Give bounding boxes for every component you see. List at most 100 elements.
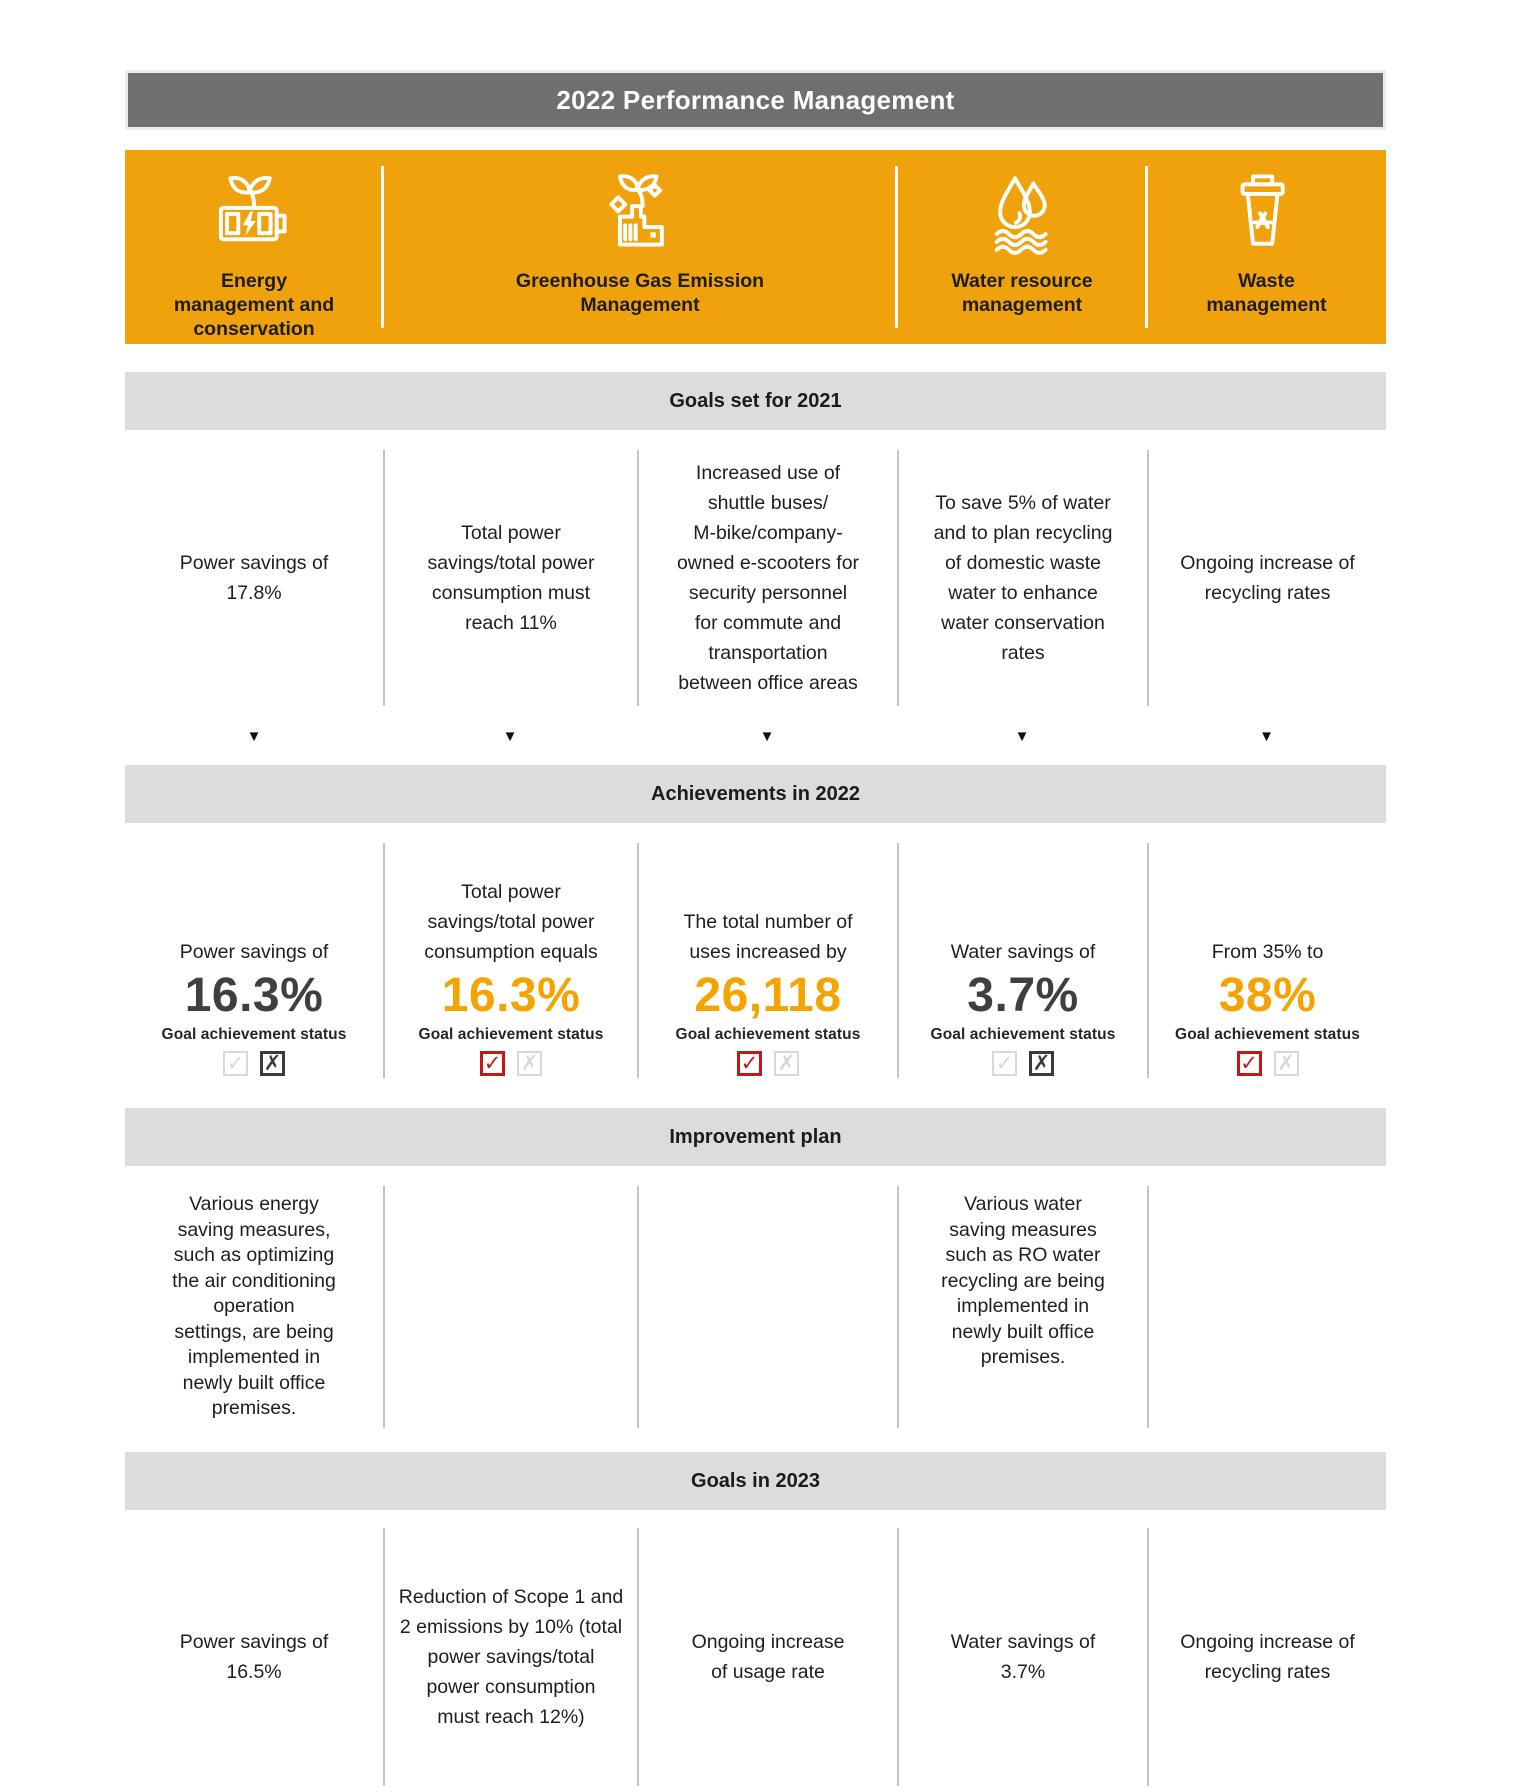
goal-status-label: Goal achievement status bbox=[418, 1026, 604, 1043]
arrow-row: ▼ ▼ ▼ ▼ ▼ bbox=[125, 722, 1386, 750]
page-title: 2022 Performance Management bbox=[556, 84, 955, 115]
x-checkbox-icon: ✗ bbox=[1029, 1051, 1054, 1076]
arrow-cell: ▼ bbox=[125, 722, 383, 750]
achievement-cell-power: Total power savings/total power consumpt… bbox=[383, 843, 637, 1078]
checkmark-checkbox-icon: ✓ bbox=[992, 1051, 1017, 1076]
arrow-cell: ▼ bbox=[383, 722, 637, 750]
checkmark-checkbox-icon: ✓ bbox=[223, 1051, 248, 1076]
achievement-value: 38% bbox=[1218, 969, 1317, 1023]
goals-2023-cell-waste: Ongoing increase of recycling rates bbox=[1147, 1528, 1386, 1786]
cell-text: Various energy saving measures, such as … bbox=[172, 1193, 336, 1419]
down-arrow-icon: ▼ bbox=[1259, 727, 1274, 745]
goal-status-label: Goal achievement status bbox=[930, 1026, 1116, 1043]
checkmark-checkbox-icon: ✓ bbox=[1236, 1051, 1262, 1076]
down-arrow-icon: ▼ bbox=[1014, 727, 1030, 745]
section-heading-text: Goals in 2023 bbox=[691, 1469, 820, 1492]
achievement-lead: Water savings of bbox=[950, 941, 1096, 964]
section-heading-text: Goals set for 2021 bbox=[669, 389, 842, 412]
goals-2021-cell-transport: Increased use of shuttle buses/ M-bike/c… bbox=[637, 450, 897, 706]
arrow-cell: ▼ bbox=[897, 722, 1147, 750]
divider bbox=[895, 166, 898, 328]
performance-table: 2022 Performance Management bbox=[125, 0, 1386, 1792]
goal-status-label: Goal achievement status bbox=[1175, 1026, 1360, 1043]
category-energy-management: Energy management and conservation bbox=[125, 150, 383, 344]
battery-sprout-icon bbox=[206, 162, 302, 266]
achievement-cell-waste: From 35% to 38% Goal achievement status … bbox=[1147, 843, 1386, 1078]
goal-status-checkboxes: ✓ ✗ bbox=[992, 1051, 1054, 1076]
goals-2023-cell-transport: Ongoing increase of usage rate bbox=[637, 1528, 897, 1786]
section-heading-improvement-plan: Improvement plan bbox=[125, 1108, 1386, 1166]
x-checkbox-icon: ✗ bbox=[1273, 1051, 1299, 1076]
checkmark-checkbox-icon: ✓ bbox=[480, 1051, 505, 1076]
x-checkbox-icon: ✗ bbox=[260, 1051, 285, 1076]
goals-2023-cell-power: Reduction of Scope 1 and 2 emissions by … bbox=[383, 1528, 637, 1786]
achievement-lead: The total number of uses increased by bbox=[683, 911, 853, 964]
section-heading-goals-2021: Goals set for 2021 bbox=[125, 372, 1386, 430]
improvement-cell-waste bbox=[1147, 1186, 1386, 1428]
goal-status-checkboxes: ✓ ✗ bbox=[1236, 1051, 1299, 1076]
cell-text: Ongoing increase of recycling rates bbox=[1180, 552, 1355, 604]
checkmark-checkbox-icon: ✓ bbox=[737, 1051, 762, 1076]
cell-text: Various water saving measures such as RO… bbox=[941, 1193, 1105, 1368]
cell-text: To save 5% of water and to plan recyclin… bbox=[933, 492, 1113, 664]
goals-2021-cell-water: To save 5% of water and to plan recyclin… bbox=[897, 450, 1147, 706]
achievement-lead: Power savings of bbox=[179, 941, 329, 964]
goals-2021-cell-energy: Power savings of 17.8% bbox=[125, 450, 383, 706]
improvement-cell-transport bbox=[637, 1186, 897, 1428]
improvement-cell-energy: Various energy saving measures, such as … bbox=[125, 1186, 383, 1428]
goals-2021-cell-power: Total power savings/total power consumpt… bbox=[383, 450, 637, 706]
category-label: Water resource management bbox=[951, 270, 1093, 316]
section-heading-text: Achievements in 2022 bbox=[651, 782, 860, 805]
arrow-cell: ▼ bbox=[637, 722, 897, 750]
arrow-cell: ▼ bbox=[1147, 722, 1386, 750]
category-label: Greenhouse Gas Emission Management bbox=[515, 270, 765, 316]
achievement-cell-energy: Power savings of 16.3% Goal achievement … bbox=[125, 843, 383, 1078]
down-arrow-icon: ▼ bbox=[246, 727, 262, 745]
cell-text: Power savings of 17.8% bbox=[179, 552, 329, 604]
title-bar: 2022 Performance Management bbox=[125, 70, 1386, 130]
achievement-value: 26,118 bbox=[694, 969, 842, 1023]
goal-status-checkboxes: ✓ ✗ bbox=[223, 1051, 285, 1076]
achievement-lead: From 35% to bbox=[1211, 941, 1324, 964]
improvement-cell-power bbox=[383, 1186, 637, 1428]
down-arrow-icon: ▼ bbox=[759, 727, 775, 745]
category-header-band: Energy management and conservation bbox=[125, 150, 1386, 344]
section-heading-text: Improvement plan bbox=[669, 1125, 842, 1148]
section-heading-goals-2023: Goals in 2023 bbox=[125, 1452, 1386, 1510]
improvement-plan-row: Various energy saving measures, such as … bbox=[125, 1186, 1386, 1428]
category-label: Energy management and conservation bbox=[173, 270, 335, 340]
achievements-row: Power savings of 16.3% Goal achievement … bbox=[125, 843, 1386, 1078]
section-heading-achievements-2022: Achievements in 2022 bbox=[125, 765, 1386, 823]
category-greenhouse-gas: Greenhouse Gas Emission Management bbox=[383, 150, 897, 344]
factory-sprout-icon bbox=[592, 162, 688, 266]
cell-text: Total power savings/total power consumpt… bbox=[427, 522, 595, 634]
category-water-resource: Water resource management bbox=[897, 150, 1147, 344]
goals-2021-row: Power savings of 17.8% Total power savin… bbox=[125, 450, 1386, 706]
category-label: Waste management bbox=[1206, 270, 1327, 316]
cell-text: Ongoing increase of usage rate bbox=[691, 1631, 845, 1683]
goals-2021-cell-waste: Ongoing increase of recycling rates bbox=[1147, 450, 1386, 706]
achievement-value: 3.7% bbox=[967, 969, 1079, 1023]
cell-text: Water savings of 3.7% bbox=[950, 1631, 1096, 1683]
goal-status-label: Goal achievement status bbox=[161, 1026, 347, 1043]
cell-text: Power savings of 16.5% bbox=[179, 1631, 329, 1683]
cell-text: Ongoing increase of recycling rates bbox=[1180, 1631, 1355, 1683]
divider bbox=[1145, 166, 1148, 328]
cell-text: Reduction of Scope 1 and 2 emissions by … bbox=[398, 1586, 624, 1728]
achievement-cell-transport: The total number of uses increased by 26… bbox=[637, 843, 897, 1078]
cell-text: Increased use of shuttle buses/ M-bike/c… bbox=[676, 462, 860, 694]
x-checkbox-icon: ✗ bbox=[774, 1051, 799, 1076]
goal-status-label: Goal achievement status bbox=[675, 1026, 861, 1043]
achievement-lead: Total power savings/total power consumpt… bbox=[424, 881, 598, 964]
divider bbox=[381, 166, 384, 328]
achievement-value: 16.3% bbox=[441, 969, 581, 1023]
category-waste-management: Waste management bbox=[1147, 150, 1386, 344]
water-drops-icon bbox=[974, 162, 1070, 266]
goals-2023-cell-water: Water savings of 3.7% bbox=[897, 1528, 1147, 1786]
achievement-value: 16.3% bbox=[184, 969, 324, 1023]
recycle-bin-icon bbox=[1219, 162, 1315, 266]
goals-2023-cell-energy: Power savings of 16.5% bbox=[125, 1528, 383, 1786]
improvement-cell-water: Various water saving measures such as RO… bbox=[897, 1186, 1147, 1428]
goal-status-checkboxes: ✓ ✗ bbox=[737, 1051, 799, 1076]
